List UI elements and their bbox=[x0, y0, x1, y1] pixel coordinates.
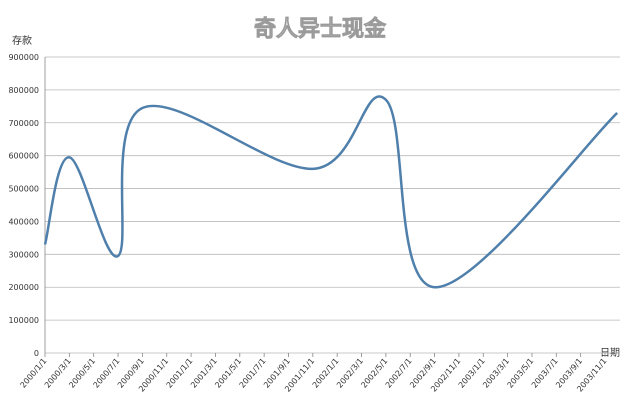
y-tick-label: 300000 bbox=[8, 250, 39, 259]
y-tick-label: 900000 bbox=[8, 53, 39, 62]
y-axis-label: 存款 bbox=[12, 34, 32, 47]
line bbox=[43, 95, 619, 289]
y-tick-label: 800000 bbox=[8, 86, 39, 95]
y-tick-label: 100000 bbox=[8, 316, 39, 325]
y-tick-label: 400000 bbox=[8, 217, 39, 226]
y-tick-label: 600000 bbox=[8, 152, 39, 161]
y-tick-label: 500000 bbox=[8, 185, 39, 194]
chart-title: 奇人异士现金 bbox=[254, 16, 387, 42]
y-tick-label: 0 bbox=[34, 349, 39, 358]
y-tick-label: 700000 bbox=[8, 119, 39, 128]
y-tick-label: 200000 bbox=[8, 283, 39, 292]
